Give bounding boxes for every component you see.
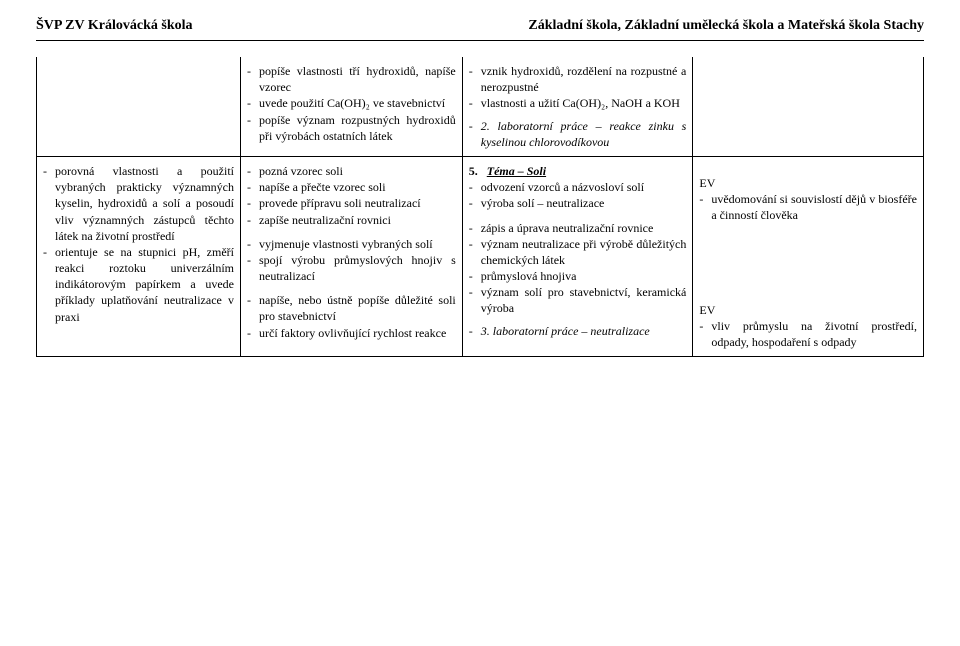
list: uvědomování si souvislostí dějů v biosfé… [699, 191, 917, 223]
content-table: popíše vlastnosti tří hydroxidů, napíše … [36, 57, 924, 357]
cell-r1c1 [37, 57, 241, 156]
heading-text: Téma – Soli [487, 164, 546, 178]
page: ŠVP ZV Královácká škola Základní škola, … [0, 0, 960, 646]
list-item: odvození vzorců a názvosloví solí [469, 179, 687, 195]
spacer [469, 212, 687, 220]
list-item: vyjmenuje vlastnosti vybraných solí [247, 236, 456, 252]
cell-r2c2: pozná vzorec soli napíše a přečte vzorec… [241, 156, 463, 356]
cell-r2c4: EV uvědomování si souvislostí dějů v bio… [693, 156, 924, 356]
list-item: popíše význam rozpustných hydroxidů při … [247, 112, 456, 144]
list-item: vliv průmyslu na životní prostředí, odpa… [699, 318, 917, 350]
cell-r2c1: porovná vlastnosti a použití vybraných p… [37, 156, 241, 356]
list-item: uvědomování si souvislostí dějů v biosfé… [699, 191, 917, 223]
list: 2. laboratorní práce – reakce zinku s ky… [469, 118, 687, 150]
cell-r1c4 [693, 57, 924, 156]
cell-r2c3: 5. Téma – Soli odvození vzorců a názvosl… [462, 156, 693, 356]
list-item: zapíše neutralizační rovnici [247, 212, 456, 228]
spacer [699, 224, 917, 302]
spacer [699, 163, 917, 175]
list-item: popíše vlastnosti tří hydroxidů, napíše … [247, 63, 456, 95]
list: porovná vlastnosti a použití vybraných p… [43, 163, 234, 325]
list-item: význam neutralizace při výrobě důležitýc… [469, 236, 687, 268]
list-item: vlastnosti a užití Ca(OH)₂, NaOH a KOH [469, 95, 687, 111]
header-left: ŠVP ZV Královácká škola [36, 18, 193, 34]
list: odvození vzorců a názvosloví solí výroba… [469, 179, 687, 211]
table-row: porovná vlastnosti a použití vybraných p… [37, 156, 924, 356]
list: pozná vzorec soli napíše a přečte vzorec… [247, 163, 456, 228]
list-item: vznik hydroxidů, rozdělení na rozpustné … [469, 63, 687, 95]
list: vyjmenuje vlastnosti vybraných solí spoj… [247, 236, 456, 285]
lab-note: 3. laboratorní práce – neutralizace [469, 323, 687, 339]
list-item: význam solí pro stavebnictví, keramická … [469, 284, 687, 316]
list-item: provede přípravu soli neutralizací [247, 195, 456, 211]
cell-r1c2: popíše vlastnosti tří hydroxidů, napíše … [241, 57, 463, 156]
ev-heading: EV [699, 302, 917, 318]
list: 3. laboratorní práce – neutralizace [469, 323, 687, 339]
list: zápis a úprava neutralizační rovnice výz… [469, 220, 687, 317]
spacer [247, 228, 456, 236]
list-item: napíše a přečte vzorec soli [247, 179, 456, 195]
list-item: porovná vlastnosti a použití vybraných p… [43, 163, 234, 244]
heading-number: 5. [469, 164, 478, 178]
list: vznik hydroxidů, rozdělení na rozpustné … [469, 63, 687, 112]
table-row: popíše vlastnosti tří hydroxidů, napíše … [37, 57, 924, 156]
lab-note: 2. laboratorní práce – reakce zinku s ky… [469, 118, 687, 150]
list: napíše, nebo ústně popíše důležité soli … [247, 292, 456, 341]
list-item: pozná vzorec soli [247, 163, 456, 179]
list-item: orientuje se na stupnici pH, změří reakc… [43, 244, 234, 325]
list-item: určí faktory ovlivňující rychlost reakce [247, 325, 456, 341]
list: popíše vlastnosti tří hydroxidů, napíše … [247, 63, 456, 144]
list: vliv průmyslu na životní prostředí, odpa… [699, 318, 917, 350]
list-item: výroba solí – neutralizace [469, 195, 687, 211]
header-right: Základní škola, Základní umělecká škola … [528, 18, 924, 34]
page-header: ŠVP ZV Královácká škola Základní škola, … [36, 18, 924, 34]
ev-heading: EV [699, 175, 917, 191]
spacer [247, 284, 456, 292]
list-item: zápis a úprava neutralizační rovnice [469, 220, 687, 236]
cell-r1c3: vznik hydroxidů, rozdělení na rozpustné … [462, 57, 693, 156]
list-item: průmyslová hnojiva [469, 268, 687, 284]
list-item: napíše, nebo ústně popíše důležité soli … [247, 292, 456, 324]
list-item: uvede použití Ca(OH)₂ ve stavebnictví [247, 95, 456, 111]
section-heading: 5. Téma – Soli [469, 163, 687, 179]
list-item: spojí výrobu průmyslových hnojiv s neutr… [247, 252, 456, 284]
header-rule [36, 40, 924, 41]
